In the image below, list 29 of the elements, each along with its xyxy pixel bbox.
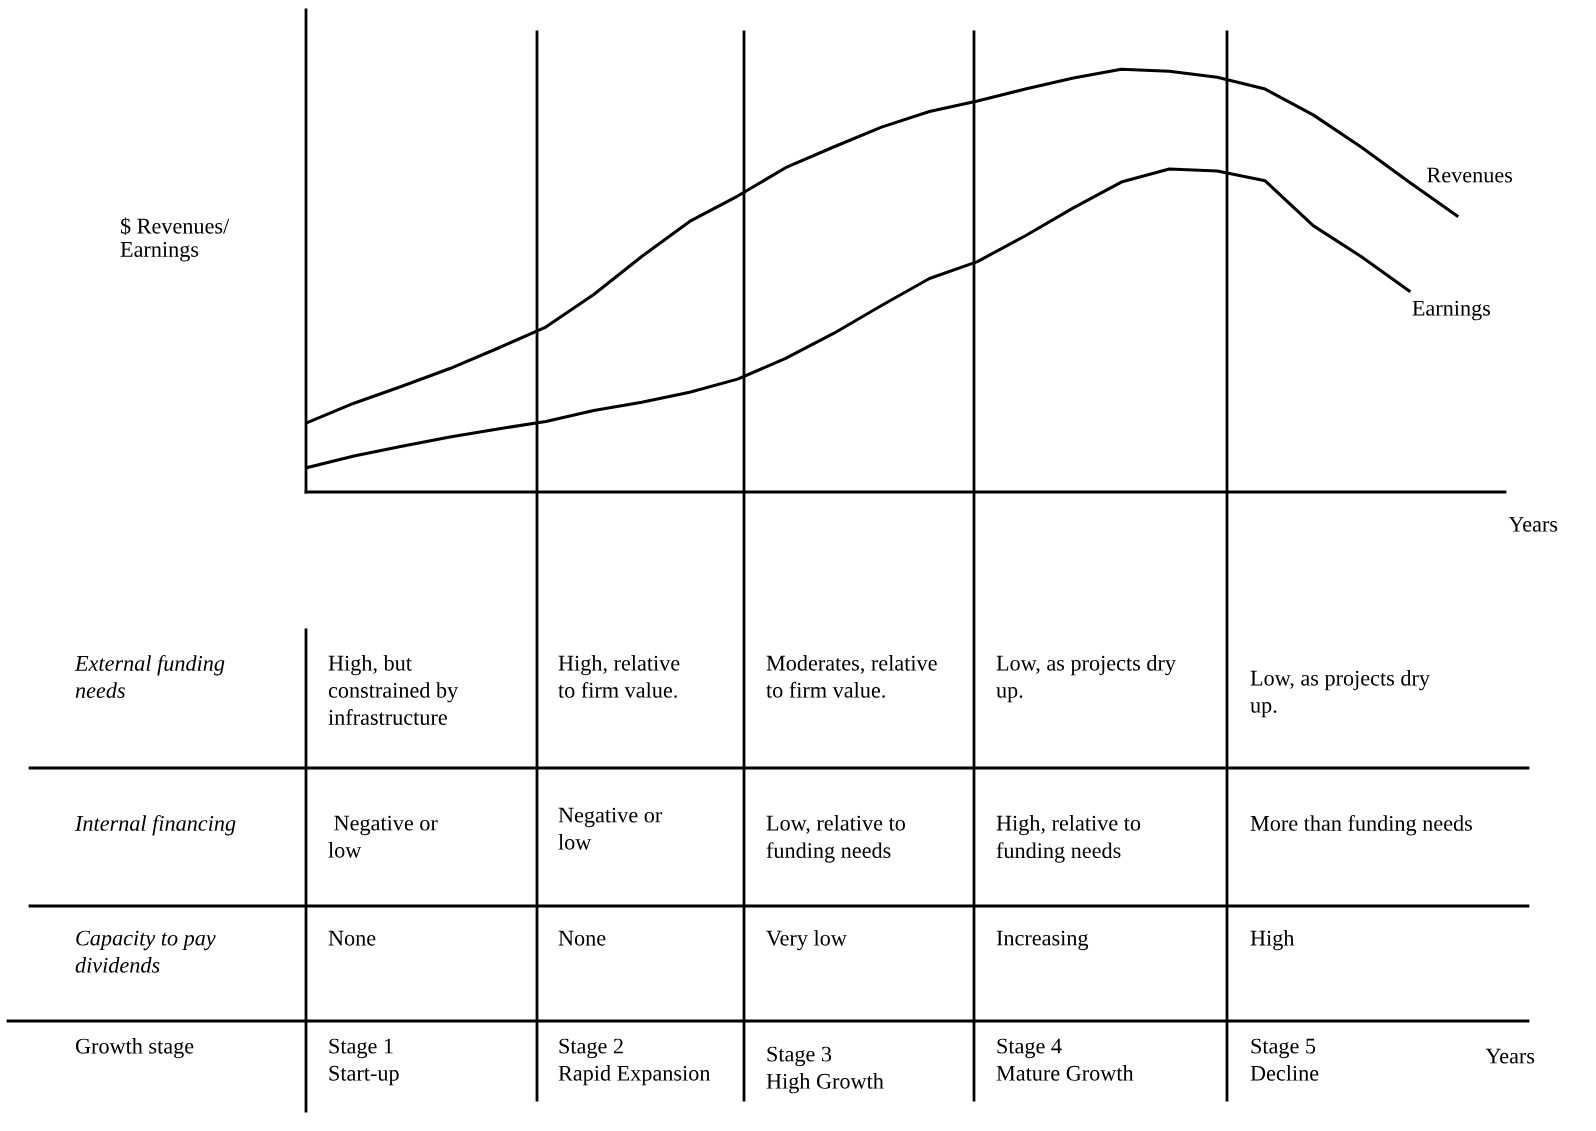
- text: More than funding needs: [1250, 815, 1472, 836]
- text: Low, relative to funding needs: [766, 815, 906, 863]
- series-label: Revenues: [1427, 167, 1513, 183]
- text: Internal financing: [74, 815, 236, 836]
- text: High, relative to firm value.: [558, 655, 680, 698]
- y-axis-title: $ Revenues/ Earnings: [120, 217, 230, 262]
- x-axis-title: Years: [1508, 516, 1558, 532]
- text: None: [558, 930, 606, 946]
- text: Stage 4 Mature Growth: [996, 1038, 1134, 1081]
- text: Increasing: [996, 930, 1089, 951]
- text: Stage 2 Rapid Expansion: [558, 1038, 711, 1086]
- text: High, but constrained by infrastructure: [328, 655, 459, 725]
- text: Growth stage: [75, 1038, 194, 1059]
- text: Moderates, relative to firm value.: [766, 655, 937, 698]
- text: Stage 3 High Growth: [766, 1046, 884, 1094]
- text: High, relative to funding needs: [996, 815, 1141, 863]
- text: Stage 1 Start-up: [329, 1038, 399, 1086]
- text: Negative or low: [328, 815, 438, 858]
- text: Negative or low: [558, 807, 663, 850]
- text: Very low: [766, 930, 847, 951]
- text: Years: [1485, 1048, 1535, 1064]
- text: Low, as projects dry up.: [996, 655, 1176, 703]
- text: External funding needs: [74, 655, 225, 698]
- series-label: Earnings: [1412, 300, 1491, 321]
- text: Capacity to pay dividends: [75, 930, 216, 973]
- text: Stage 5 Decline: [1250, 1038, 1319, 1081]
- text: None: [328, 930, 376, 946]
- text: Low, as projects dry up.: [1250, 670, 1430, 718]
- text: High: [1250, 930, 1295, 951]
